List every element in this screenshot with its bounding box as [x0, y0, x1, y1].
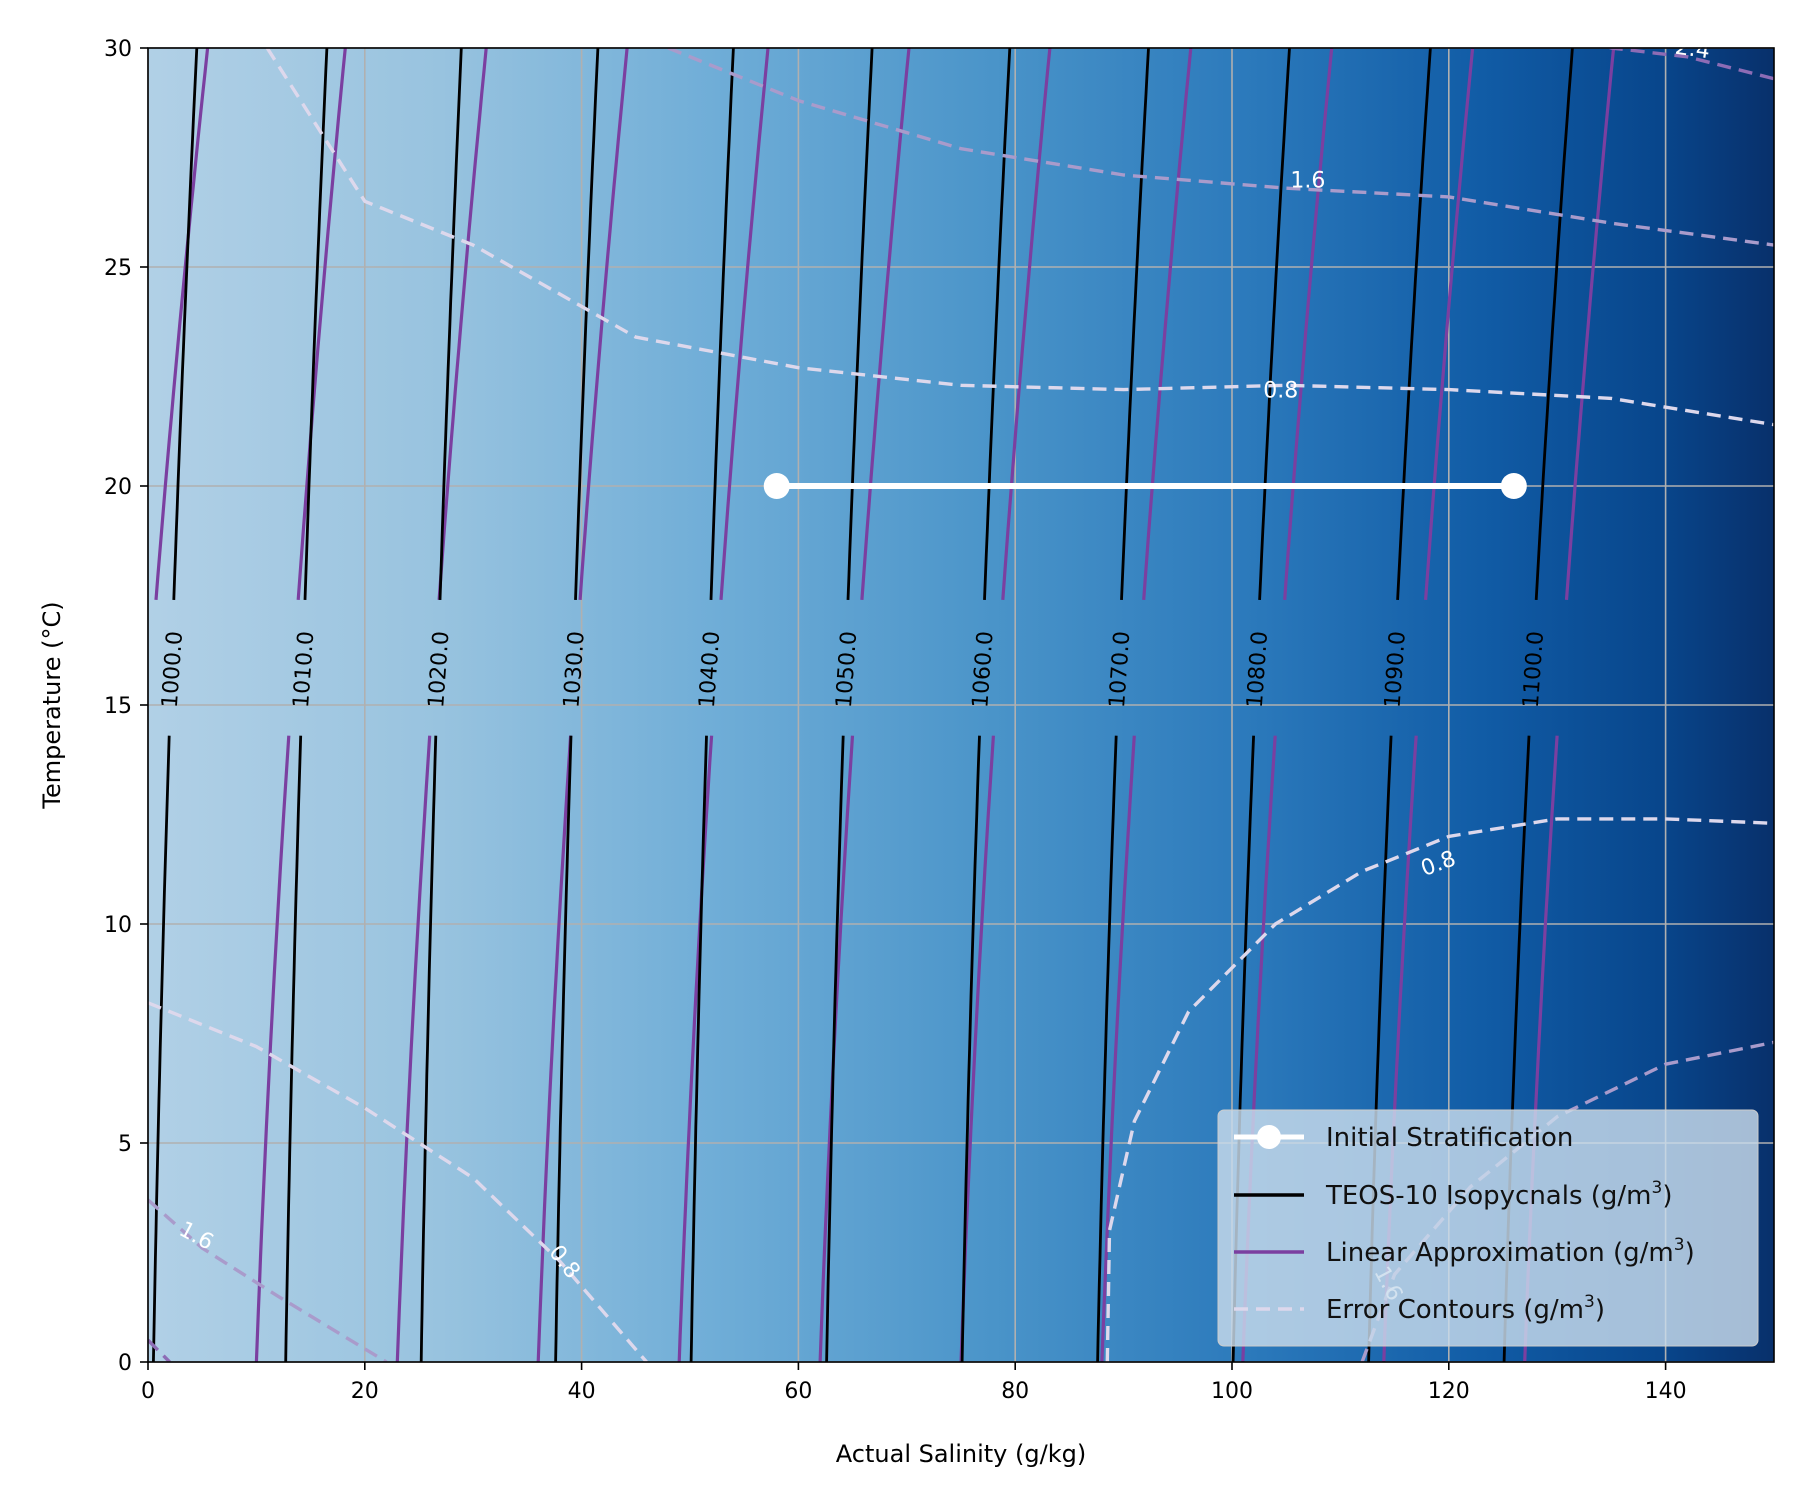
x-tick-label: 40 — [568, 1379, 596, 1404]
linear-isopycnal-line — [1100, 735, 1136, 1362]
teos10-isopycnal-line — [709, 48, 735, 600]
axis-ticks: 0 20 40 60 80 100 120 140 0 5 10 15 20 25 30 — [104, 37, 1687, 1404]
error-contour-line — [265, 48, 1774, 427]
error-contour-label: 0.8 — [1263, 379, 1298, 404]
x-tick-label: 60 — [784, 1379, 812, 1404]
isopycnal-label: 1080.0 — [1243, 630, 1273, 709]
legend-label: Initial Stratification — [1326, 1123, 1573, 1153]
isopycnal-labels: 1000.0 1010.0 1020.0 1030.0 1040.0 1050.0 1060… — [158, 630, 1549, 709]
isopycnal-label: 1000.0 — [158, 630, 188, 709]
legend-label: Error Contours (g/m3) — [1326, 1292, 1605, 1325]
teos10-isopycnal-line — [574, 48, 600, 600]
y-tick-label: 25 — [104, 256, 132, 281]
linear-isopycnal-line — [719, 48, 770, 601]
linear-isopycnal-line — [154, 48, 210, 601]
x-tick-label: 120 — [1428, 1379, 1470, 1404]
isopycnal-label: 1040.0 — [695, 630, 725, 709]
isopycnal-label: 1010.0 — [289, 630, 319, 709]
linear-isopycnal-line — [536, 735, 573, 1362]
teos10-isopycnal-lines — [152, 48, 1574, 1362]
teos10-isopycnal-line — [1120, 48, 1150, 600]
legend-label: TEOS-10 Isopycnals (g/m3) — [1325, 1178, 1672, 1211]
error-contour-line — [148, 1001, 648, 1362]
isopycnal-label: 1090.0 — [1381, 630, 1411, 709]
teos10-isopycnal-line — [303, 48, 329, 600]
y-tick-label: 5 — [118, 1132, 132, 1157]
y-tick-label: 30 — [104, 37, 132, 62]
x-tick-label: 100 — [1211, 1379, 1253, 1404]
teos10-isopycnal-line — [846, 48, 874, 600]
linear-isopycnal-line — [254, 735, 291, 1362]
teos10-isopycnal-line — [960, 735, 981, 1362]
isopycnal-label: 1020.0 — [424, 630, 454, 709]
legend-label: Linear Approximation (g/m3) — [1326, 1235, 1695, 1268]
error-contour-line — [1105, 817, 1774, 1362]
legend: Initial Stratification TEOS-10 Isopycnals… — [1217, 1109, 1759, 1347]
teos10-isopycnal-line — [825, 735, 845, 1362]
legend-swatch-marker — [1257, 1125, 1281, 1149]
error-contour-line — [667, 48, 1774, 247]
isopycnal-label: 1100.0 — [1519, 630, 1549, 709]
linear-isopycnal-line — [1142, 48, 1193, 601]
linear-isopycnal-line — [578, 48, 629, 601]
stratification-marker — [763, 473, 790, 499]
y-tick-label: 10 — [104, 913, 132, 938]
linear-isopycnal-line — [1424, 48, 1475, 601]
error-contour-label: 1.6 — [1290, 168, 1325, 193]
teos10-isopycnal-line — [1096, 735, 1118, 1362]
y-tick-label: 0 — [118, 1351, 132, 1376]
linear-approximation-lines — [110, 48, 1616, 1362]
teos10-isopycnal-line — [152, 735, 171, 1362]
x-axis-title: Actual Salinity (g/kg) — [836, 1440, 1086, 1468]
isopycnal-label: 1070.0 — [1105, 630, 1135, 709]
linear-isopycnal-line — [395, 735, 432, 1362]
isopycnal-label: 1050.0 — [832, 630, 862, 709]
teos10-isopycnal-line — [438, 48, 463, 600]
linear-isopycnal-line — [677, 735, 714, 1362]
teos10-isopycnal-line — [284, 735, 303, 1362]
y-tick-label: 20 — [104, 475, 132, 500]
linear-isopycnal-line — [1283, 48, 1334, 601]
linear-isopycnal-line — [860, 48, 911, 601]
linear-isopycnal-line — [437, 48, 488, 601]
linear-isopycnal-line — [296, 48, 347, 601]
isopycnal-label: 1060.0 — [968, 630, 998, 709]
teos10-isopycnal-line — [983, 48, 1012, 600]
initial-stratification — [763, 473, 1527, 499]
teos10-isopycnal-line — [1396, 48, 1432, 600]
x-tick-label: 140 — [1645, 1379, 1687, 1404]
y-axis-title: Temperature (°C) — [38, 601, 66, 809]
teos10-isopycnal-line — [419, 735, 438, 1362]
teos10-isopycnal-line — [689, 735, 708, 1362]
error-contour-line — [148, 1198, 388, 1362]
error-contour-line — [1605, 48, 1774, 81]
linear-isopycnal-line — [110, 736, 146, 1362]
error-contour-line — [148, 1338, 171, 1362]
teos10-isopycnal-line — [1534, 48, 1574, 600]
y-tick-label: 15 — [104, 694, 132, 719]
stratification-marker — [1500, 473, 1527, 499]
error-contour-label: 2.4 — [1673, 35, 1711, 65]
x-tick-label: 0 — [141, 1379, 155, 1404]
linear-isopycnal-line — [1564, 48, 1616, 601]
x-tick-label: 80 — [1001, 1379, 1029, 1404]
linear-isopycnal-line — [1001, 48, 1052, 601]
teos10-isopycnal-line — [172, 48, 199, 600]
teos10-isopycnal-line — [1258, 48, 1291, 600]
legend-box — [1217, 1109, 1759, 1347]
isopycnal-label: 1030.0 — [559, 630, 589, 709]
x-tick-label: 20 — [351, 1379, 379, 1404]
